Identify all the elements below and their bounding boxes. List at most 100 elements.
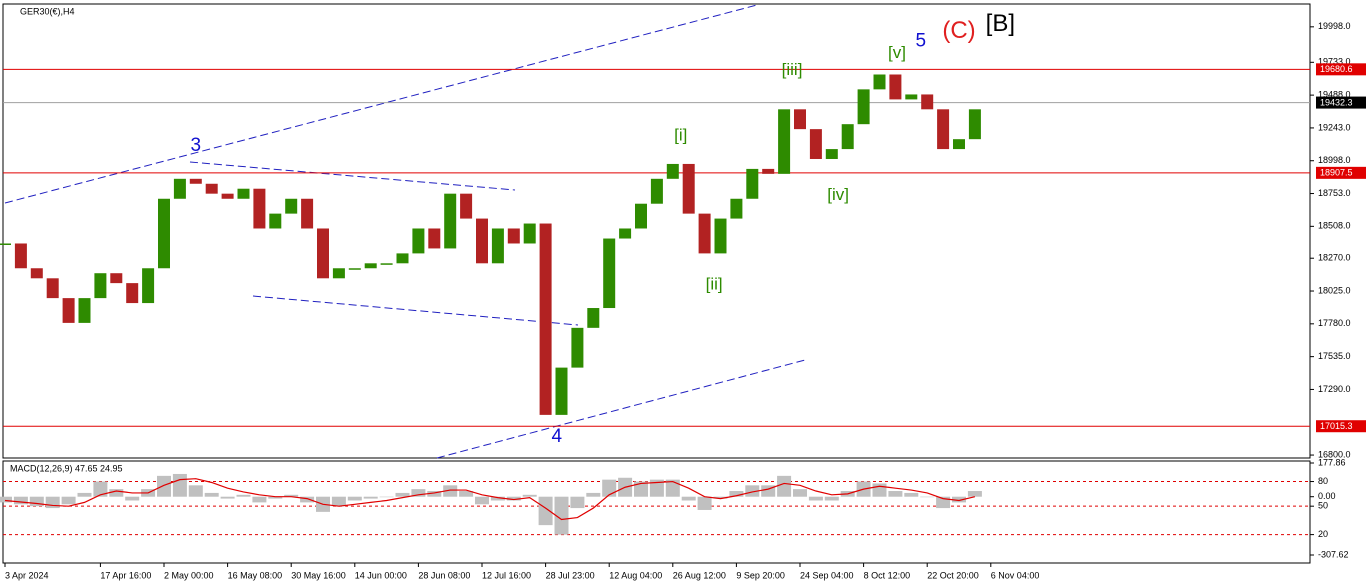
macd-bar	[713, 496, 728, 499]
candle	[348, 268, 361, 270]
x-tick-label: 12 Aug 04:00	[609, 570, 662, 580]
macd-bar	[347, 496, 362, 501]
macd-bar	[586, 492, 601, 497]
macd-bar	[777, 475, 792, 497]
x-tick-label: 26 Aug 12:00	[673, 570, 726, 580]
macd-bar	[77, 492, 92, 497]
candle	[635, 203, 647, 229]
candle	[14, 243, 27, 269]
macd-bar	[459, 491, 474, 497]
y-tick-label: 16800.0	[1318, 449, 1351, 459]
y-tick-label: 18025.0	[1318, 285, 1351, 295]
macd-bar	[872, 483, 887, 497]
candle	[968, 109, 981, 140]
candle	[809, 129, 822, 159]
candle	[444, 193, 457, 249]
macd-bar	[920, 496, 935, 498]
candle	[523, 223, 536, 244]
candle	[889, 74, 902, 100]
candle	[94, 273, 107, 299]
wave-label: [iv]	[827, 185, 849, 204]
candle	[873, 74, 886, 90]
macd-bar	[300, 496, 315, 503]
candle	[778, 109, 791, 174]
candle	[937, 109, 950, 150]
macd-bar	[793, 489, 807, 497]
candle	[142, 268, 155, 304]
macd-bar	[109, 489, 124, 497]
trend-lines	[4, 4, 806, 459]
wave-label: 3	[191, 135, 202, 156]
macd-signal	[4, 478, 976, 521]
macd-bar	[904, 492, 919, 497]
trend-line	[436, 359, 806, 459]
candle	[841, 124, 854, 150]
candle	[682, 163, 695, 214]
candle	[953, 139, 965, 150]
macd-bar	[13, 496, 28, 505]
candle	[189, 178, 202, 184]
x-tick-label: 3 Apr 2024	[5, 570, 49, 580]
macd-bar	[252, 496, 267, 503]
candle	[650, 178, 663, 204]
wave-label: [B]	[986, 10, 1015, 37]
candle	[460, 193, 473, 219]
macd-bar	[952, 496, 966, 503]
macd-bar	[411, 489, 426, 497]
x-tick-label: 30 May 16:00	[291, 570, 346, 580]
candle	[332, 268, 345, 279]
level-label: 19680.6	[1320, 64, 1353, 74]
macd-y-tick-label: -307.62	[1318, 549, 1349, 559]
trend-line	[252, 295, 579, 326]
wave-label: (C)	[942, 17, 975, 44]
x-tick-label: 22 Oct 20:00	[927, 570, 979, 580]
x-tick-label: 17 Apr 16:00	[100, 570, 151, 580]
candle	[857, 89, 870, 125]
x-tick-label: 2 May 00:00	[164, 570, 214, 580]
level-tag	[1316, 420, 1366, 433]
macd-bar	[0, 496, 12, 503]
macd-bar	[284, 494, 299, 497]
macd-bar	[268, 496, 283, 499]
macd-bar	[45, 496, 60, 509]
x-tick-label: 16 May 08:00	[228, 570, 283, 580]
candle	[253, 188, 266, 229]
wave-label: [v]	[888, 43, 906, 62]
candle	[221, 193, 234, 199]
macd-bar	[888, 491, 903, 497]
macd-bar	[236, 494, 251, 497]
macd-bar	[363, 496, 378, 499]
macd-bar	[967, 491, 982, 497]
candle	[412, 228, 425, 254]
macd-bar	[506, 496, 521, 501]
macd-y-tick-label: 20	[1318, 529, 1328, 539]
candle	[285, 198, 298, 214]
candle	[62, 298, 75, 323]
y-tick-label: 18270.0	[1318, 253, 1351, 263]
y-tick-label: 17535.0	[1318, 351, 1351, 361]
macd-bar	[172, 473, 187, 497]
candle	[555, 367, 568, 415]
macd-bar	[808, 496, 823, 501]
macd-bar	[93, 481, 108, 497]
candle	[269, 213, 282, 229]
macd-bar	[490, 496, 505, 501]
candle	[507, 228, 520, 244]
wave-label: 4	[551, 426, 562, 447]
candle	[905, 94, 918, 100]
macd-bar	[427, 491, 442, 497]
candle	[126, 283, 139, 304]
candle	[794, 109, 806, 130]
candle	[46, 278, 59, 299]
x-tick-label: 8 Oct 12:00	[864, 570, 911, 580]
macd-bar	[729, 491, 744, 497]
candle	[491, 228, 504, 264]
x-tick-label: 6 Nov 04:00	[991, 570, 1040, 580]
macd-bar	[554, 496, 569, 535]
macd-bar	[665, 479, 680, 497]
x-tick-label: 9 Sep 20:00	[736, 570, 785, 580]
y-tick-label: 19733.0	[1318, 57, 1351, 67]
macd-bar	[443, 485, 458, 497]
candle	[30, 268, 43, 279]
candle	[476, 218, 488, 264]
